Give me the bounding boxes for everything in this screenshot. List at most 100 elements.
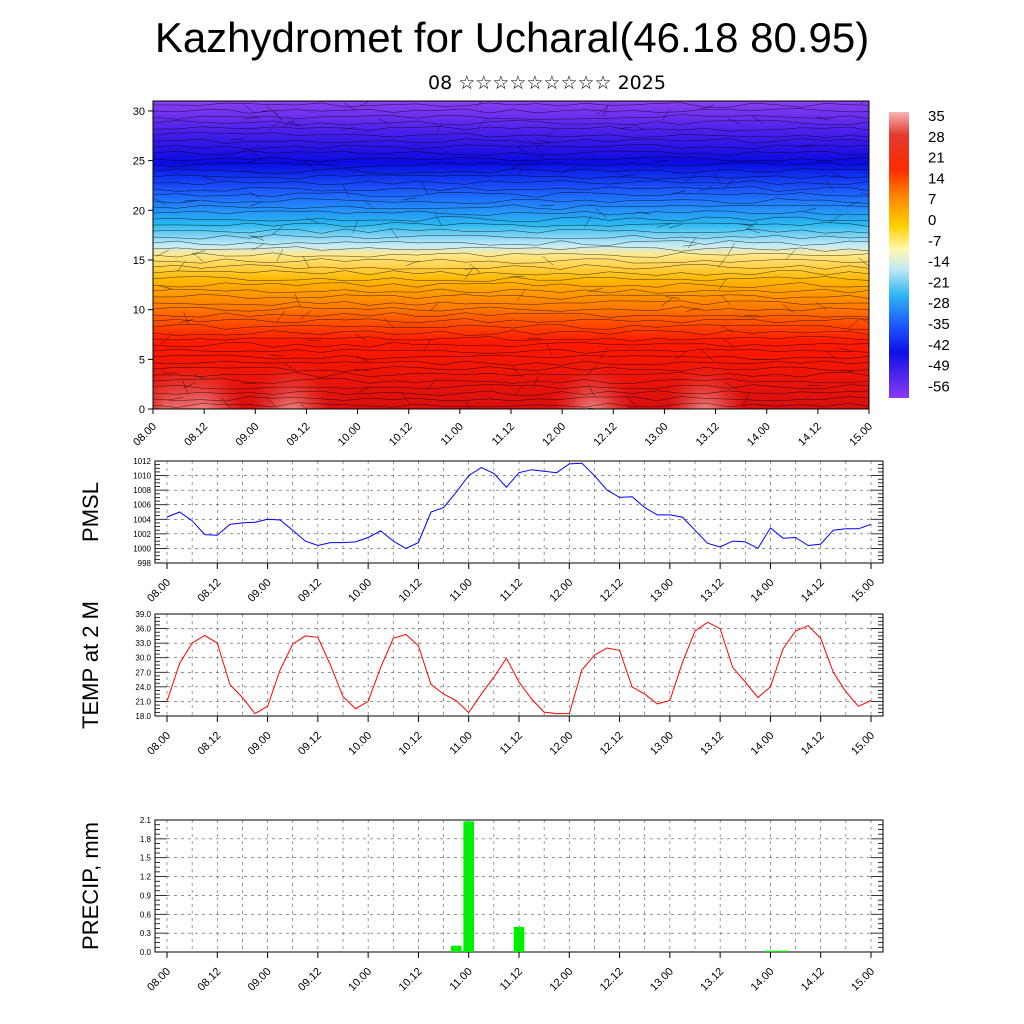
wind-streamline: [153, 264, 869, 270]
x-tick-label: 15.00: [849, 730, 877, 758]
wind-streamline: [358, 386, 372, 393]
wind-streamline: [153, 102, 869, 108]
wind-streamline: [153, 180, 869, 186]
wind-streamlines: [153, 101, 869, 409]
wind-streamline: [722, 338, 735, 348]
x-tick-label: 11.12: [498, 966, 525, 993]
wind-streamline: [359, 101, 370, 107]
wind-streamline: [746, 228, 760, 234]
heatmap-x-tick-label: 09.12: [285, 421, 313, 449]
wind-streamline: [153, 150, 869, 156]
y-tick-label: 1012: [133, 457, 151, 466]
wind-streamline: [153, 252, 869, 258]
colorbar-label: 21: [928, 150, 945, 167]
heatmap-y-tick-label: 25: [133, 156, 145, 168]
y-tick-label: 33.0: [135, 639, 151, 648]
wind-streamline: [860, 318, 869, 324]
x-tick-label: 12.12: [598, 966, 626, 994]
wind-streamline: [153, 282, 869, 288]
x-tick-label: 11.00: [447, 730, 474, 757]
wind-streamline: [562, 166, 575, 174]
wind-streamline: [153, 144, 869, 150]
wind-streamline: [282, 119, 295, 127]
x-tick-label: 13.00: [648, 577, 676, 605]
wind-streamline: [518, 162, 526, 176]
wind-streamline: [402, 197, 417, 201]
wind-streamline: [153, 234, 869, 240]
wind-streamline: [153, 210, 869, 216]
wind-streamline: [668, 224, 683, 229]
wind-streamline: [153, 384, 869, 390]
wind-streamline: [153, 197, 166, 205]
wind-streamline: [300, 310, 312, 320]
wind-streamline: [344, 102, 357, 112]
heatmap-x-tick-label: 10.12: [387, 421, 415, 449]
wind-streamline: [249, 235, 264, 238]
wind-streamline: [860, 193, 869, 195]
x-tick-label: 08.12: [195, 966, 223, 994]
wind-streamline: [271, 225, 284, 235]
x-tick-label: 11.00: [447, 577, 474, 604]
wind-streamline: [510, 161, 523, 170]
wind-streamline: [687, 236, 697, 249]
wind-streamline: [153, 138, 869, 144]
wind-streamline: [720, 325, 734, 334]
wind-streamline: [153, 198, 869, 204]
precip-bar: [463, 821, 474, 952]
wind-streamline: [261, 110, 276, 112]
wind-streamline: [153, 372, 869, 378]
wind-streamline: [429, 301, 440, 312]
colorbar-label: -35: [928, 316, 950, 333]
heatmap-y-tick-label: 0: [139, 404, 145, 416]
wind-streamline: [156, 249, 170, 257]
heatmap-y-tick-label: 5: [139, 354, 145, 366]
wind-streamline: [153, 366, 869, 372]
wind-streamline: [153, 402, 869, 408]
wind-streamline: [192, 252, 204, 262]
wind-streamline: [739, 223, 754, 227]
x-tick-label: 10.12: [397, 577, 425, 605]
heatmap-warm-cell: [554, 339, 631, 409]
wind-streamline: [153, 300, 869, 306]
wind-streamline: [269, 121, 281, 131]
wind-streamline: [545, 127, 556, 138]
wind-streamline: [250, 235, 265, 241]
heatmap-y-tick-label: 15: [133, 255, 145, 267]
heatmap-x-tick-label: 14.12: [796, 421, 824, 449]
y-tick-label: 1002: [133, 530, 151, 539]
wind-streamline: [539, 204, 554, 207]
wind-streamline: [307, 339, 322, 342]
wind-streamline: [657, 223, 672, 228]
wind-streamline: [660, 297, 673, 307]
wind-streamline: [582, 101, 584, 102]
pmsl-panel: 998 1000 1002 1004 1006 1008 1010 1012 08.00 08.1…: [78, 457, 884, 605]
heatmap-warm-cell: [253, 339, 330, 409]
wind-streamline: [363, 199, 375, 210]
y-axis-title: TEMP at 2 M: [78, 601, 103, 729]
wind-streamline: [280, 101, 282, 102]
wind-streamline: [153, 348, 869, 354]
colorbar-label: -14: [928, 254, 950, 271]
wind-streamline: [191, 250, 206, 255]
x-tick-label: 09.12: [296, 966, 324, 994]
grid: [166, 613, 872, 717]
y-axis-title: PMSL: [78, 482, 103, 542]
page-subtitle: 08 ☆☆☆☆☆☆☆☆☆ 2025: [428, 72, 666, 94]
wind-streamline: [248, 191, 262, 199]
wind-streamline: [245, 170, 260, 175]
wind-streamline: [595, 106, 608, 116]
wind-streamline: [420, 181, 429, 195]
wind-streamline: [536, 146, 545, 159]
x-tick-label: 12.00: [547, 966, 575, 994]
wind-streamline: [153, 186, 869, 192]
wind-streamline: [424, 338, 432, 351]
wind-streamline: [620, 173, 635, 177]
y-tick-label: 1.2: [140, 873, 152, 882]
wind-streamline: [251, 243, 265, 251]
wind-streamline: [153, 336, 869, 342]
x-tick-label: 12.12: [598, 577, 626, 605]
y-axis-title: PRECIP, mm: [78, 822, 103, 950]
wind-streamline: [269, 354, 284, 357]
wind-streamline: [265, 396, 276, 407]
y-tick-label: 1004: [133, 515, 151, 524]
